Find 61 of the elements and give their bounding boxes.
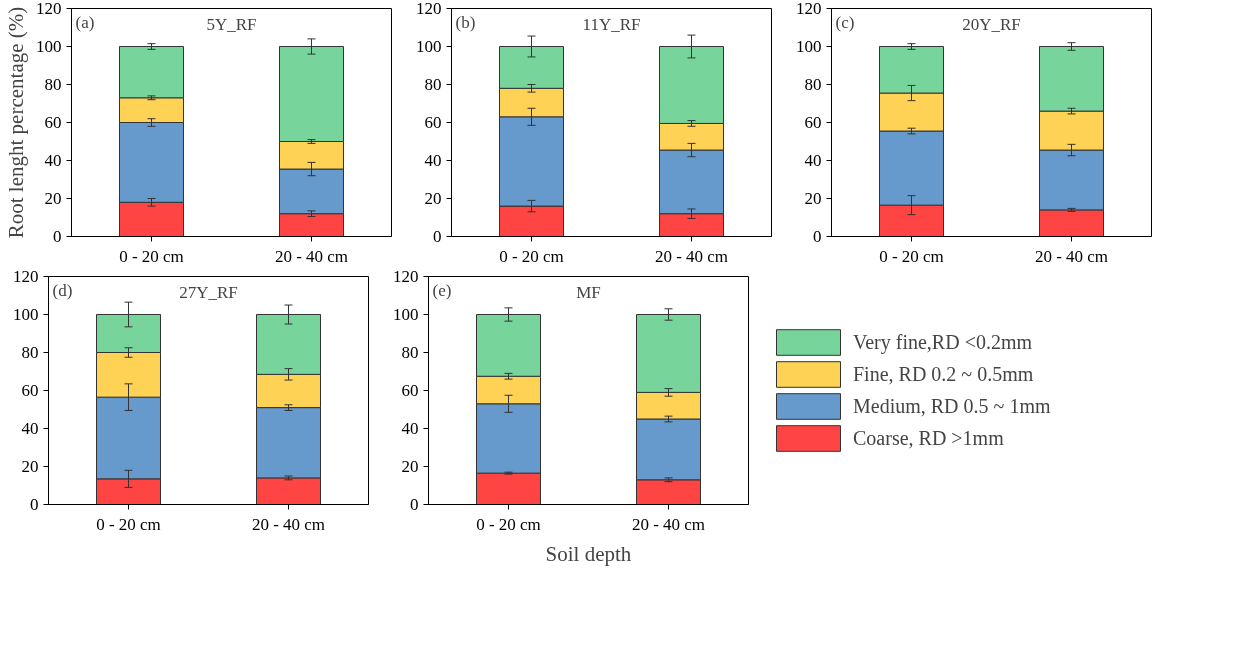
- y-tick-label: 40: [44, 151, 62, 170]
- x-axis-title: Soil depth: [545, 541, 632, 566]
- y-tick-label: 60: [424, 113, 442, 132]
- y-tick-label: 20: [804, 189, 822, 208]
- legend-label: Very fine,RD <0.2mm: [853, 330, 1033, 354]
- y-tick-label: 40: [401, 419, 419, 438]
- y-tick-label: 100: [796, 37, 822, 56]
- annotation: (b): [455, 12, 476, 32]
- annotation: (c): [835, 12, 855, 32]
- y-tick-label: 0: [813, 227, 822, 246]
- y-tick-label: 20: [424, 189, 442, 208]
- y-tick-label: 120: [796, 0, 822, 18]
- x-tick-label: 0 - 20 cm: [879, 246, 944, 266]
- y-tick-label: 60: [44, 113, 62, 132]
- legend-label: Coarse, RD >1mm: [853, 426, 1004, 450]
- x-tick-label: 20 - 40 cm: [251, 514, 326, 534]
- y-tick-label: 80: [804, 75, 822, 94]
- x-tick-label: 0 - 20 cm: [119, 246, 184, 266]
- x-tick-label: 0 - 20 cm: [96, 514, 161, 534]
- y-tick-label: 0: [433, 227, 442, 246]
- annotation: (a): [75, 12, 95, 32]
- y-tick-label: 80: [44, 75, 62, 94]
- chart-title: 27Y_RF: [179, 282, 238, 302]
- annotation: (e): [432, 280, 452, 300]
- chart-title: 5Y_RF: [206, 14, 257, 34]
- y-tick-label: 20: [44, 189, 62, 208]
- y-tick-label: 40: [424, 151, 442, 170]
- y-tick-label: 80: [21, 343, 39, 362]
- legend-label: Medium, RD 0.5 ~ 1mm: [853, 394, 1051, 418]
- y-tick-label: 80: [401, 343, 419, 362]
- x-tick-label: 20 - 40 cm: [274, 246, 349, 266]
- y-tick-label: 0: [30, 495, 39, 514]
- y-tick-label: 120: [36, 0, 62, 18]
- annotation: (d): [52, 280, 73, 300]
- y-tick-label: 0: [53, 227, 62, 246]
- x-tick-label: 20 - 40 cm: [654, 246, 729, 266]
- x-tick-label: 0 - 20 cm: [476, 514, 541, 534]
- y-tick-label: 60: [21, 381, 39, 400]
- y-tick-label: 80: [424, 75, 442, 94]
- y-tick-label: 60: [804, 113, 822, 132]
- y-tick-label: 60: [401, 381, 419, 400]
- x-tick-label: 0 - 20 cm: [499, 246, 564, 266]
- chart-title: 20Y_RF: [962, 14, 1021, 34]
- y-tick-label: 0: [410, 495, 419, 514]
- chart-title: 11Y_RF: [582, 14, 641, 34]
- y-tick-label: 20: [401, 457, 419, 476]
- y-tick-label: 100: [393, 305, 419, 324]
- chart-title: MF: [576, 282, 601, 302]
- y-axis-title: Root lenght percentage (%): [4, 6, 28, 239]
- y-tick-label: 100: [416, 37, 442, 56]
- y-tick-label: 120: [393, 267, 419, 286]
- y-tick-label: 40: [21, 419, 39, 438]
- y-tick-label: 40: [804, 151, 822, 170]
- y-tick-label: 100: [13, 305, 39, 324]
- y-tick-label: 20: [21, 457, 39, 476]
- x-tick-label: 20 - 40 cm: [1034, 246, 1109, 266]
- x-tick-label: 20 - 40 cm: [631, 514, 706, 534]
- y-tick-label: 120: [416, 0, 442, 18]
- legend-label: Fine, RD 0.2 ~ 0.5mm: [853, 362, 1034, 386]
- y-tick-label: 120: [13, 267, 39, 286]
- y-tick-label: 100: [36, 37, 62, 56]
